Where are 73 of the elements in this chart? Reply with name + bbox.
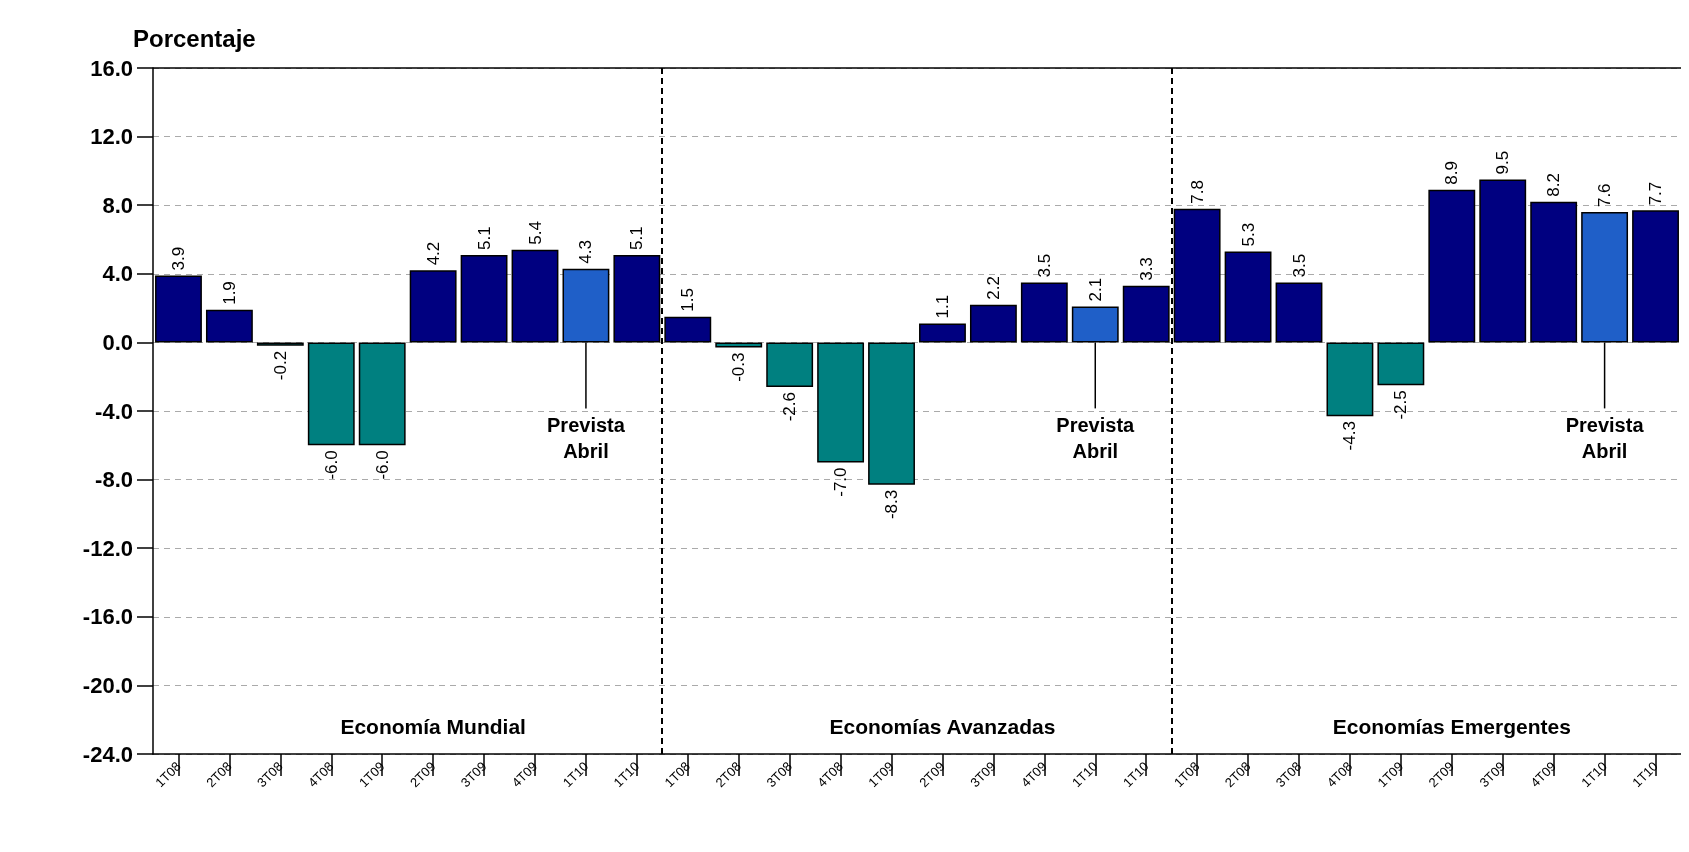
data-label: 3.5 — [1289, 253, 1309, 278]
bar — [1530, 201, 1578, 343]
bar — [868, 342, 915, 485]
bar — [1326, 342, 1374, 417]
data-label: 7.8 — [1187, 179, 1207, 204]
bar — [1377, 342, 1425, 386]
bar — [664, 316, 712, 343]
bar — [1122, 285, 1170, 343]
y-tick-label: -12.0 — [82, 535, 133, 561]
data-label: 3.9 — [168, 246, 188, 271]
bar — [969, 304, 1017, 343]
data-label: -6.0 — [321, 450, 341, 480]
data-label: 3.3 — [1136, 257, 1156, 281]
data-label: 8.2 — [1544, 173, 1564, 197]
annotation: Prevista Abril — [547, 414, 626, 463]
data-label: 7.7 — [1646, 181, 1666, 206]
y-tick-label: 8.0 — [102, 192, 133, 218]
data-label: 9.5 — [1493, 150, 1513, 175]
bar — [1428, 189, 1476, 343]
y-tick-label: -20.0 — [82, 672, 133, 698]
y-tick-label: -16.0 — [82, 604, 133, 630]
data-label: -0.3 — [729, 352, 749, 382]
y-tick-label: -24.0 — [82, 741, 133, 767]
data-label: 5.1 — [627, 226, 647, 250]
data-label: -6.0 — [372, 450, 392, 480]
bar — [817, 342, 865, 463]
y-tick-label: 16.0 — [90, 55, 133, 81]
bar — [358, 342, 406, 446]
bar — [460, 254, 508, 343]
annotation: Prevista Abril — [1565, 414, 1645, 463]
data-label: 2.1 — [1085, 277, 1105, 302]
y-tick-label: -4.0 — [95, 398, 133, 424]
data-label: 5.1 — [474, 226, 494, 250]
data-label: 1.1 — [932, 294, 952, 319]
annotation: Economías Avanzadas — [829, 715, 1056, 738]
bar — [511, 249, 559, 343]
bar — [919, 323, 966, 343]
bar — [1632, 210, 1679, 343]
annotation: Economías Emergentes — [1332, 715, 1571, 738]
y-tick-label: 12.0 — [90, 124, 133, 150]
bar — [1479, 179, 1527, 343]
data-label: 2.2 — [983, 276, 1003, 300]
annotation: Economía Mundial — [340, 715, 526, 738]
data-label: -4.3 — [1340, 421, 1360, 451]
bar — [1224, 251, 1272, 343]
data-label: 8.9 — [1442, 161, 1462, 185]
data-label: 1.9 — [219, 281, 239, 305]
bar — [613, 254, 661, 343]
data-label: 7.6 — [1595, 183, 1615, 208]
data-label: 4.2 — [423, 241, 443, 266]
y-tick-label: 0.0 — [102, 329, 133, 355]
data-label: 4.3 — [576, 240, 596, 264]
bar — [205, 309, 253, 343]
bar — [766, 342, 814, 387]
data-label: 5.3 — [1238, 222, 1258, 247]
bar — [1275, 282, 1323, 343]
y-axis-title: Porcentaje — [133, 24, 256, 52]
data-label: 3.5 — [1034, 253, 1054, 278]
data-label: -2.5 — [1391, 390, 1411, 420]
bar — [307, 342, 355, 446]
data-label: -2.6 — [780, 391, 800, 422]
y-tick-label: -8.0 — [95, 467, 133, 493]
data-label: 5.4 — [525, 221, 545, 245]
data-label: -7.0 — [831, 467, 851, 497]
y-tick-label: 4.0 — [102, 261, 133, 287]
annotation: Prevista Abril — [1056, 414, 1136, 463]
bar — [715, 342, 763, 348]
data-label: -8.3 — [882, 489, 902, 520]
data-label: -0.2 — [270, 350, 290, 381]
bar — [409, 270, 457, 343]
bar — [1020, 282, 1068, 343]
data-label: 1.5 — [678, 288, 698, 312]
bar — [1173, 208, 1221, 343]
